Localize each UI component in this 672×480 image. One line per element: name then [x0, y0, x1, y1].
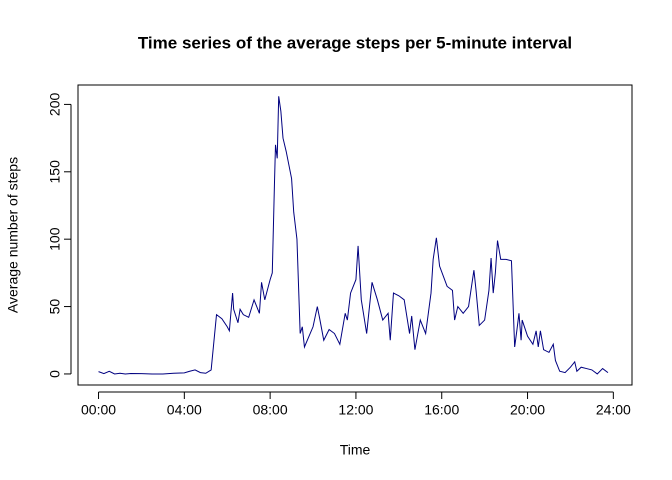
- y-axis-label: Average number of steps: [5, 157, 21, 313]
- x-axis-label: Time: [340, 442, 371, 458]
- x-tick-label: 00:00: [81, 402, 116, 418]
- x-tick-label: 16:00: [424, 402, 459, 418]
- chart-title: Time series of the average steps per 5-m…: [138, 33, 572, 52]
- data-line: [98, 96, 609, 375]
- x-tick-label: 24:00: [596, 402, 631, 418]
- x-tick-label: 20:00: [510, 402, 545, 418]
- y-tick-label: 0: [47, 370, 63, 378]
- y-tick-label: 100: [47, 227, 63, 251]
- y-tick-label: 150: [47, 160, 63, 184]
- x-tick-label: 04:00: [167, 402, 202, 418]
- plot-box: [77, 84, 633, 386]
- y-tick-label: 50: [47, 299, 63, 315]
- x-tick-label: 08:00: [253, 402, 288, 418]
- y-tick-label: 200: [47, 93, 63, 117]
- x-tick-label: 12:00: [338, 402, 373, 418]
